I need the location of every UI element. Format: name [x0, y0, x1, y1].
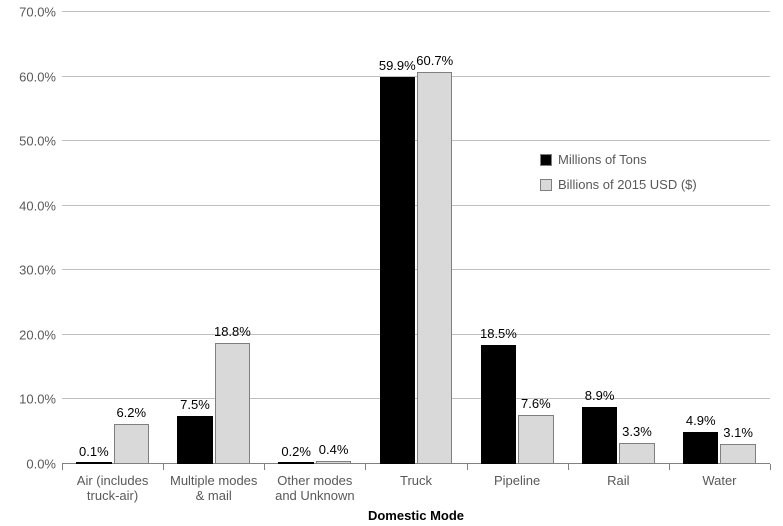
x-tick	[163, 464, 164, 470]
bar	[76, 462, 111, 464]
y-tick-label: 50.0%	[19, 134, 62, 149]
x-category-label: Air (includes truck-air)	[64, 474, 161, 504]
bar-datalabel: 59.9%	[379, 58, 416, 73]
bar	[481, 345, 516, 464]
legend: Millions of Tons Billions of 2015 USD ($)	[540, 152, 697, 202]
bar-datalabel: 18.5%	[480, 326, 517, 341]
gridline	[62, 398, 770, 399]
bar	[215, 343, 250, 464]
gridline	[62, 11, 770, 12]
x-tick	[770, 464, 771, 470]
bar	[316, 461, 351, 464]
x-tick	[264, 464, 265, 470]
bar	[518, 415, 553, 464]
bar-datalabel: 3.1%	[723, 425, 753, 440]
bar	[582, 407, 617, 464]
legend-label: Millions of Tons	[558, 152, 647, 167]
bar-datalabel: 8.9%	[585, 388, 615, 403]
legend-label: Billions of 2015 USD ($)	[558, 177, 697, 192]
legend-item: Billions of 2015 USD ($)	[540, 177, 697, 192]
bar-datalabel: 0.2%	[281, 444, 311, 459]
x-ticks	[62, 464, 770, 470]
legend-swatch	[540, 154, 552, 166]
x-category-label: Other modes and Unknown	[266, 474, 363, 504]
plot-area: 0.0%10.0%20.0%30.0%40.0%50.0%60.0%70.0%A…	[62, 12, 770, 464]
bar	[278, 462, 313, 464]
y-tick-label: 20.0%	[19, 327, 62, 342]
x-category-label: Rail	[570, 474, 667, 489]
bar-datalabel: 0.4%	[319, 442, 349, 457]
bar	[619, 443, 654, 464]
bar-datalabel: 18.8%	[214, 324, 251, 339]
bar	[720, 444, 755, 464]
bar-datalabel: 0.1%	[79, 444, 109, 459]
legend-item: Millions of Tons	[540, 152, 697, 167]
freight-mode-bar-chart: 0.0% 10.0% 20.0% 30.0% 40.0% 50.0% 60.0% 70.0% A…	[0, 0, 783, 526]
gridline	[62, 334, 770, 335]
y-tick-label: 40.0%	[19, 198, 62, 213]
bar-datalabel: 3.3%	[622, 424, 652, 439]
x-tick	[365, 464, 366, 470]
y-tick-label: 0.0%	[26, 457, 62, 472]
x-tick	[467, 464, 468, 470]
bar-datalabel: 7.5%	[180, 397, 210, 412]
x-tick	[568, 464, 569, 470]
gridline	[62, 269, 770, 270]
gridline	[62, 76, 770, 77]
bar-datalabel: 7.6%	[521, 396, 551, 411]
gridline	[62, 205, 770, 206]
bar	[380, 77, 415, 464]
y-tick-label: 60.0%	[19, 69, 62, 84]
x-category-label: Water	[671, 474, 768, 489]
x-category-label: Multiple modes & mail	[165, 474, 262, 504]
legend-swatch	[540, 179, 552, 191]
x-tick	[62, 464, 63, 470]
y-tick-label: 30.0%	[19, 263, 62, 278]
bar	[177, 416, 212, 464]
y-tick-label: 70.0%	[19, 5, 62, 20]
bar-datalabel: 4.9%	[686, 413, 716, 428]
x-axis-title: Domestic Mode	[368, 508, 464, 523]
bar	[683, 432, 718, 464]
x-category-label: Pipeline	[469, 474, 566, 489]
x-category-label: Truck	[367, 474, 464, 489]
x-tick	[669, 464, 670, 470]
bar	[114, 424, 149, 464]
bar	[417, 72, 452, 464]
bar-datalabel: 6.2%	[116, 405, 146, 420]
gridline	[62, 140, 770, 141]
y-tick-label: 10.0%	[19, 392, 62, 407]
bar-datalabel: 60.7%	[416, 53, 453, 68]
